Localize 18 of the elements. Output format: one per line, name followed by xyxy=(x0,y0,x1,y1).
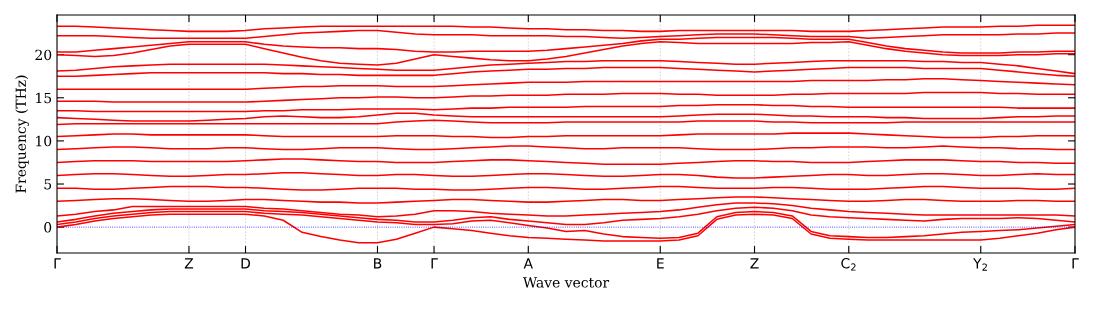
x-axis-title: Wave vector xyxy=(522,277,610,288)
y-tick-label: 20 xyxy=(35,49,52,61)
y-tick-label: 10 xyxy=(36,135,52,147)
x-tick-label: D xyxy=(241,258,251,269)
y-tick-label: 15 xyxy=(36,92,52,104)
x-tick-label: B xyxy=(374,258,382,269)
x-tick-label: E xyxy=(657,258,664,269)
y-axis-title: Frequency (THz) xyxy=(15,75,29,193)
x-tick-label: Γ xyxy=(54,258,61,269)
y-tick-label: 0 xyxy=(44,222,52,233)
x-tick-label: Γ xyxy=(431,258,438,269)
x-tick-label: A xyxy=(523,258,533,269)
x-tick-label: Z xyxy=(750,258,759,269)
x-tick-label: C$_{2}$ xyxy=(841,258,856,271)
y-tick-label: 5 xyxy=(44,179,52,190)
x-tick-label: Z xyxy=(184,258,194,269)
x-tick-label: Γ xyxy=(1072,258,1079,269)
x-tick-label: Y$_{2}$ xyxy=(973,258,987,271)
